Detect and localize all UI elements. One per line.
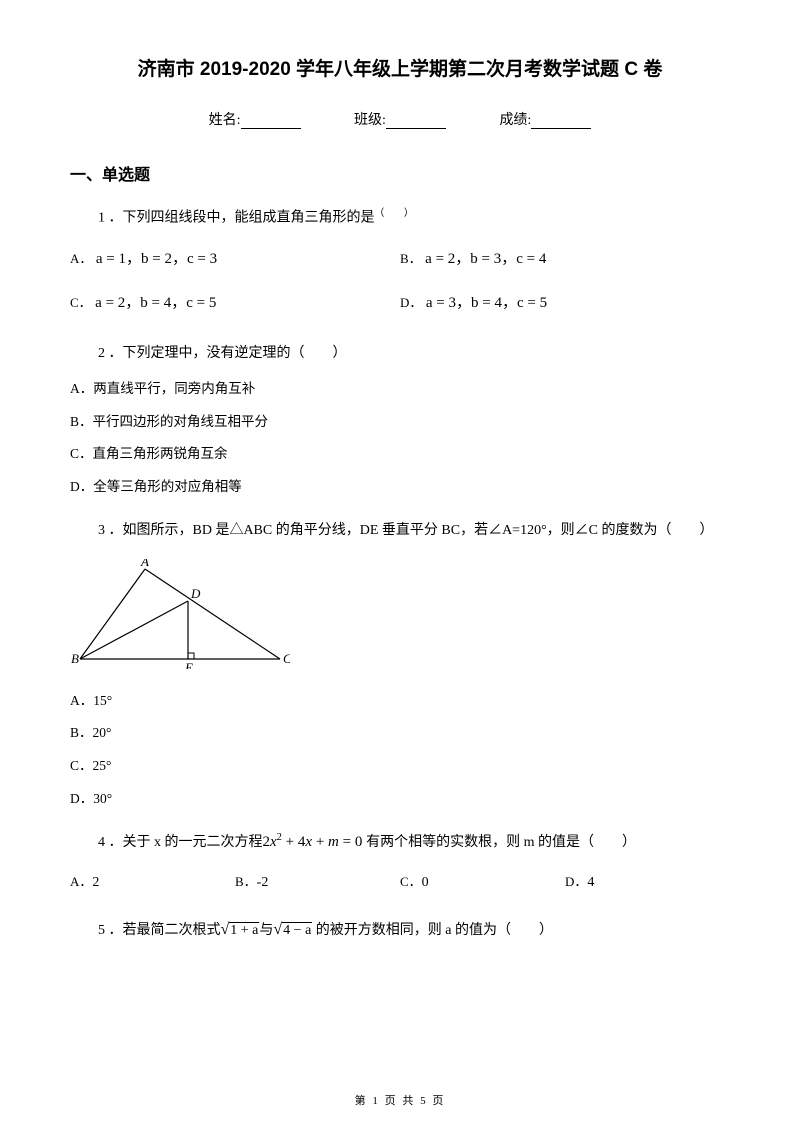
q3-triangle-diagram: A B C D E	[70, 559, 730, 674]
q4-optA-label: A．	[70, 874, 92, 889]
q1-options-row1: A． a = 1，b = 2，c = 3 B． a = 2，b = 3，c = …	[70, 241, 730, 277]
question-3: 3 ．如图所示，BD 是△ABC 的角平分线，DE 垂直平分 BC，若∠A=12…	[98, 518, 730, 543]
q1-options-row2: C． a = 2，b = 4，c = 5 D． a = 3，b = 4，c = …	[70, 285, 730, 321]
triangle-svg: A B C D E	[70, 559, 290, 669]
q1-text: 1 ．下列四组线段中，能组成直角三角形的是	[98, 211, 375, 226]
q4-formula: 2x2 + 4x + m = 0	[263, 834, 367, 850]
q5-sqrt1: √1 + a	[221, 916, 260, 945]
svg-text:E: E	[184, 660, 193, 669]
q2-optD: D．全等三角形的对应角相等	[70, 474, 730, 500]
q2-optB: B．平行四边形的对角线互相平分	[70, 409, 730, 435]
score-blank[interactable]	[531, 113, 591, 129]
exam-title: 济南市 2019-2020 学年八年级上学期第二次月考数学试题 C 卷	[70, 54, 730, 81]
class-label: 班级:	[354, 113, 386, 128]
q1-paren: （ ）	[375, 208, 414, 219]
q1-optC-label: C．	[70, 295, 92, 310]
name-label: 姓名:	[209, 113, 241, 128]
q5-sqrt2: √4 − a	[273, 916, 312, 945]
q4-post: 有两个相等的实数根，则 m 的值是（ ）	[366, 835, 636, 850]
q4-pre: 4 ．关于 x 的一元二次方程	[98, 835, 263, 850]
q4-optD: 4	[587, 875, 594, 890]
question-5: 5 ．若最简二次根式√1 + a与√4 − a 的被开方数相同，则 a 的值为（…	[98, 916, 730, 945]
q4-optD-label: D．	[565, 874, 587, 889]
class-blank[interactable]	[386, 113, 446, 129]
q1-optB: a = 2，b = 3，c = 4	[425, 251, 546, 267]
q3-optD: D．30°	[70, 786, 730, 812]
q1-optA-label: A．	[70, 251, 92, 266]
q1-optA: a = 1，b = 2，c = 3	[96, 251, 217, 267]
q1-optB-label: B．	[400, 251, 422, 266]
svg-text:D: D	[190, 586, 201, 601]
q5-mid: 与	[259, 923, 273, 938]
q1-optD: a = 3，b = 4，c = 5	[426, 295, 547, 311]
q4-optA: 2	[92, 875, 99, 890]
q4-optC-label: C．	[400, 874, 422, 889]
q4-optC: 0	[422, 875, 429, 890]
svg-text:C: C	[283, 651, 290, 666]
q3-optA: A．15°	[70, 688, 730, 714]
question-1: 1 ．下列四组线段中，能组成直角三角形的是（ ）	[98, 205, 730, 231]
svg-text:A: A	[140, 559, 149, 569]
q1-optD-label: D．	[400, 295, 422, 310]
svg-text:B: B	[71, 651, 79, 666]
q4-optB: -2	[257, 875, 269, 890]
q5-post: 的被开方数相同，则 a 的值为（ ）	[316, 923, 553, 938]
question-4: 4 ．关于 x 的一元二次方程2x2 + 4x + m = 0 有两个相等的实数…	[98, 829, 730, 856]
name-blank[interactable]	[241, 113, 301, 129]
q4-options: A．2 B．-2 C．0 D．4	[70, 866, 730, 900]
section-header-1: 一、单选题	[70, 161, 730, 185]
q1-optC: a = 2，b = 4，c = 5	[95, 295, 216, 311]
score-label: 成绩:	[499, 113, 531, 128]
q3-optC: C．25°	[70, 753, 730, 779]
q2-optA: A．两直线平行，同旁内角互补	[70, 376, 730, 402]
student-info-line: 姓名: 班级: 成绩:	[70, 109, 730, 129]
question-2: 2 ．下列定理中，没有逆定理的（ ）	[98, 341, 730, 366]
q4-optB-label: B．	[235, 874, 257, 889]
q2-optC: C．直角三角形两锐角互余	[70, 441, 730, 467]
q5-pre: 5 ．若最简二次根式	[98, 923, 221, 938]
q3-optB: B．20°	[70, 720, 730, 746]
page-footer: 第 1 页 共 5 页	[0, 1092, 800, 1108]
